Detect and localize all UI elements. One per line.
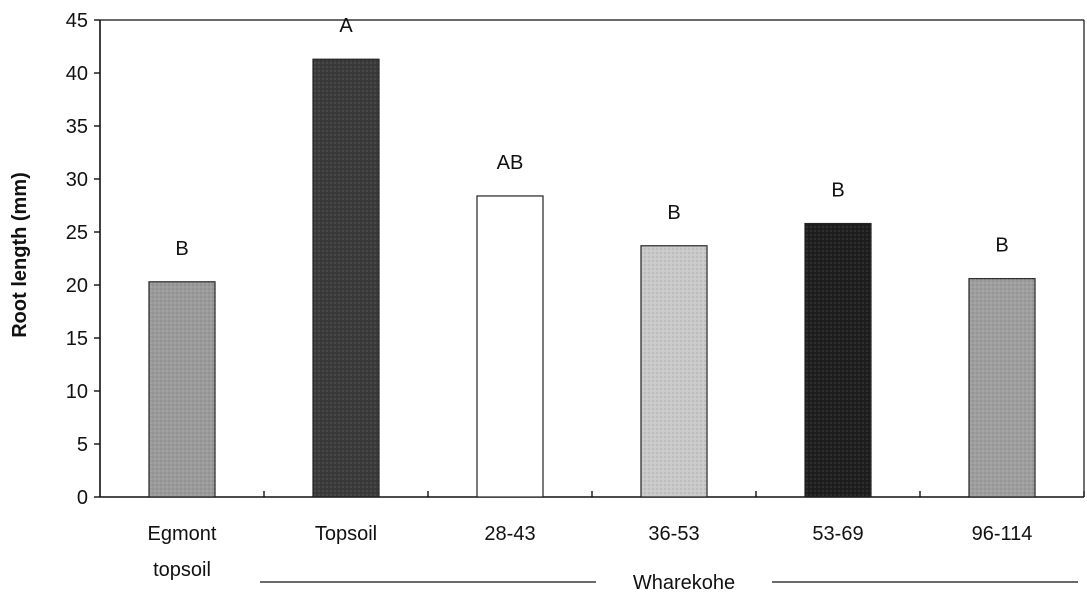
category-label: Topsoil: [315, 523, 377, 545]
significance-letter: B: [831, 180, 844, 202]
group-bracket: Wharekohe: [260, 572, 1078, 594]
y-tick-label: 0: [77, 487, 88, 509]
significance-letter: A: [339, 15, 353, 37]
category-label: 53-69: [812, 523, 863, 545]
group-label: Wharekohe: [633, 572, 735, 594]
bar-texture: [149, 281, 215, 497]
significance-letter: B: [175, 238, 188, 260]
significance-letter: B: [995, 235, 1008, 257]
significance-letter: B: [667, 202, 680, 224]
bar-texture: [641, 245, 707, 497]
bar-texture: [969, 278, 1035, 497]
significance-letter: AB: [497, 152, 524, 174]
bar-texture: [313, 59, 379, 497]
category-label: 96-114: [972, 523, 1033, 545]
y-tick-label: 45: [66, 10, 88, 32]
category-label: Egmont topsoil: [148, 523, 217, 581]
significance-letters: B A AB B B B: [175, 15, 1008, 260]
plot-frame: [100, 19, 1085, 497]
y-tick-label: 15: [66, 328, 88, 350]
y-tick-label: 30: [66, 169, 88, 191]
y-tick-label: 5: [77, 434, 88, 456]
y-tick-label: 35: [66, 116, 88, 138]
y-axis-title: Root length (mm): [9, 172, 31, 338]
category-label: 36-53: [648, 523, 699, 545]
y-axis: 0 5 10 15 20 25 30 35 40 45: [66, 10, 101, 509]
bars: [148, 58, 1036, 498]
y-tick-label: 10: [66, 381, 88, 403]
y-tick-label: 25: [66, 222, 88, 244]
x-axis: [100, 491, 1085, 498]
bar: [476, 195, 544, 498]
bar-texture: [805, 223, 871, 497]
y-tick-label: 20: [66, 275, 88, 297]
y-tick-label: 40: [66, 63, 88, 85]
category-labels: Egmont topsoil Topsoil 28-43 36-53 53-69 96-11…: [148, 523, 1033, 581]
category-label: 28-43: [484, 523, 535, 545]
